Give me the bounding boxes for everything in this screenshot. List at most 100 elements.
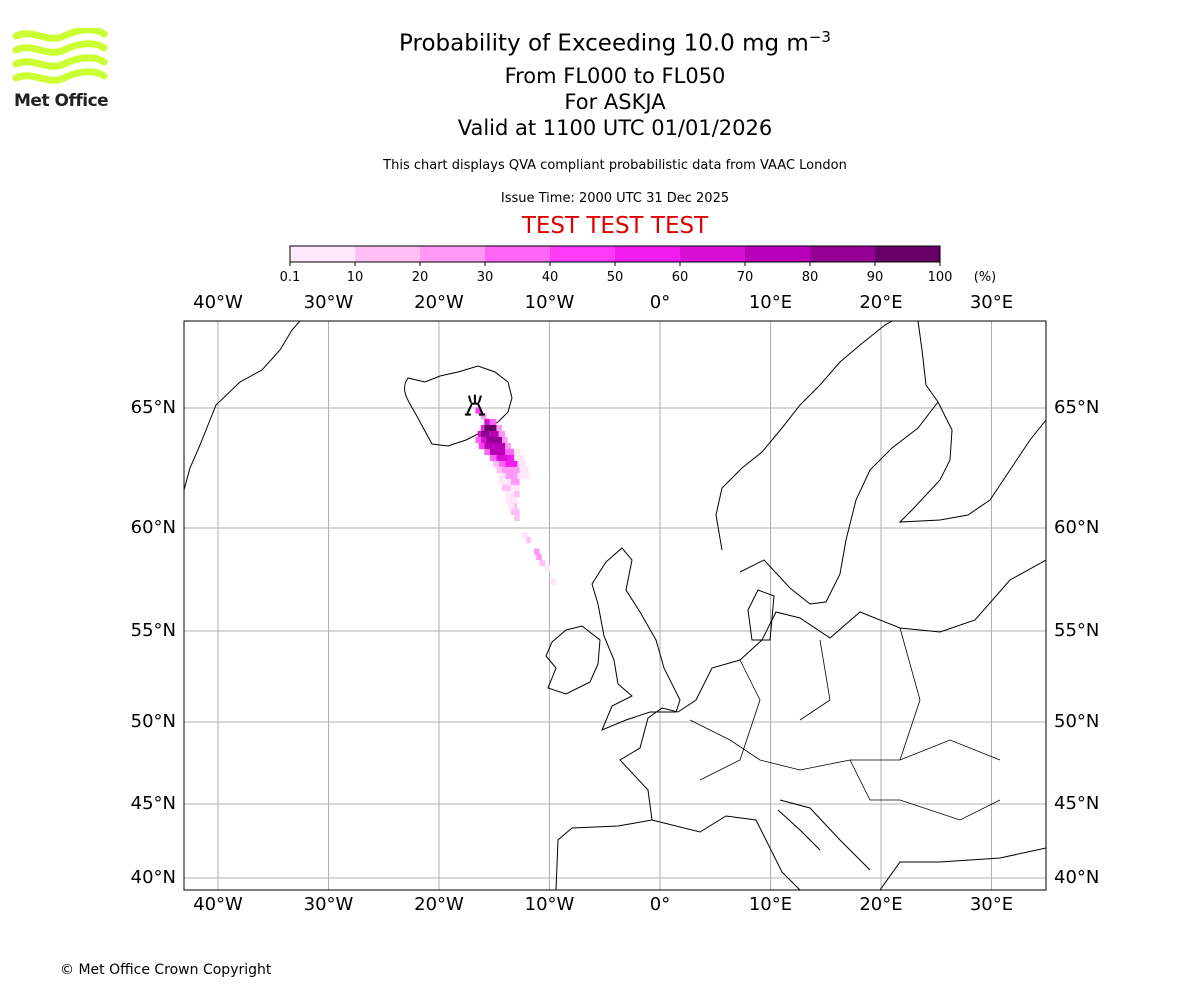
adriatic-coast <box>777 799 871 871</box>
plume-cell <box>505 496 518 504</box>
plume-cell <box>498 472 506 480</box>
axis-tick-label: 45°N <box>130 793 176 814</box>
axis-tick-label: 10°W <box>524 894 575 915</box>
europe-coast <box>555 559 1046 890</box>
plume-cell <box>505 448 515 456</box>
colorbar-tick-label: 40 <box>541 270 559 285</box>
plume-cell <box>496 466 502 474</box>
plume-cell <box>517 460 527 468</box>
plume-cell <box>486 436 502 444</box>
colorbar-tick-label: 50 <box>606 270 624 285</box>
plume-cell <box>505 460 518 468</box>
logo-wave <box>12 54 108 70</box>
axis-tick-label: 50°N <box>1054 711 1100 732</box>
axis-tick-label: 60°N <box>130 517 176 538</box>
plume-cell <box>501 466 515 474</box>
colorbar-segment <box>420 246 486 262</box>
plume-cell <box>478 442 485 450</box>
plume-cell <box>493 460 499 468</box>
chart-title: Probability of Exceeding 10.0 mg m−3 <box>0 28 1200 57</box>
axis-tick-label: 30°W <box>303 894 354 915</box>
axis-tick-label: 30°W <box>303 292 354 313</box>
axis-tick-label: 40°W <box>193 894 243 915</box>
axis-tick-label: 10°E <box>748 292 793 313</box>
colorbar-segment <box>745 246 811 262</box>
plume-cell <box>514 490 520 498</box>
colorbar-tick-label: 0.1 <box>279 270 301 285</box>
ash-probability-plume <box>475 407 557 585</box>
axis-tick-label: 65°N <box>1054 397 1100 418</box>
plume-cell <box>475 407 481 414</box>
colorbar-segment <box>355 246 421 262</box>
colorbar-tick-label: 80 <box>801 270 819 285</box>
axis-tick-label: 40°N <box>130 867 176 888</box>
met-office-logo-text: Met Office <box>14 91 109 111</box>
denmark-coast <box>747 589 775 641</box>
plume-cell <box>475 436 481 444</box>
volcano-name: For ASKJA <box>564 90 666 114</box>
plume-cell <box>514 448 520 456</box>
plume-cell <box>480 430 490 438</box>
issue-time: Issue Time: 2000 UTC 31 Dec 2025 <box>500 191 730 206</box>
plume-cell <box>507 454 515 462</box>
plume-cell <box>493 442 506 450</box>
plume-cell <box>526 536 531 544</box>
axis-tick-label: 40°N <box>1054 867 1100 888</box>
axis-tick-label: 10°E <box>748 894 793 915</box>
plume-cell <box>480 424 485 432</box>
colorbar-tick-label: 100 <box>927 270 953 285</box>
colorbar-segment <box>485 246 551 262</box>
plume-cell <box>505 442 511 450</box>
axis-tick-label: 45°N <box>1054 793 1100 814</box>
plume-cell <box>496 454 508 462</box>
plume-cell <box>514 514 520 522</box>
plume-cell <box>498 460 506 468</box>
finland-coast <box>898 401 1046 523</box>
colorbar-tick-label: 70 <box>736 270 754 285</box>
plume-cell <box>501 484 511 492</box>
axis-tick-label: 40°W <box>193 292 243 313</box>
axis-tick-label: 30°E <box>969 894 1014 915</box>
plume-cell <box>484 442 494 450</box>
chart-subtitle: This chart displays QVA compliant probab… <box>383 158 847 173</box>
plume-cell <box>484 448 490 456</box>
colorbar-segment <box>550 246 616 262</box>
plume-cell <box>480 436 487 444</box>
plume-cell <box>517 472 530 480</box>
colorbar-segment <box>290 246 356 262</box>
plume-cell <box>545 565 551 572</box>
colorbar-segment <box>680 246 746 262</box>
colorbar-tick-label: 90 <box>866 270 884 285</box>
coastlines <box>184 321 1046 890</box>
flight-level-range: From FL000 to FL050 <box>504 64 726 88</box>
axis-tick-label: 20°E <box>859 894 903 915</box>
plume-cell <box>510 484 520 492</box>
plume-cell <box>514 502 518 510</box>
colorbar-tick-label: 60 <box>671 270 689 285</box>
plume-cell <box>536 553 542 561</box>
plume-cell <box>498 478 511 486</box>
valid-time: Valid at 1100 UTC 01/01/2026 <box>457 116 773 140</box>
plume-cell <box>550 578 557 585</box>
plume-cell <box>519 466 529 474</box>
axis-tick-label: 0° <box>649 292 671 313</box>
chart-title-text: Probability of Exceeding 10.0 mg m <box>399 30 809 57</box>
ireland-coast <box>545 625 601 695</box>
colorbar-segment <box>875 246 941 262</box>
plume-cell <box>510 508 520 516</box>
chart-title-units-exponent: −3 <box>808 28 831 46</box>
plume-cell <box>507 502 515 510</box>
plume-cell <box>521 532 528 539</box>
plume-cell <box>505 472 518 480</box>
plume-cell <box>534 548 540 555</box>
great-britain-coast <box>591 547 681 731</box>
met-office-logo-icon <box>12 28 108 84</box>
axis-tick-label: 55°N <box>130 620 176 641</box>
colorbar-tick-label: 30 <box>476 270 494 285</box>
colorbar-segment <box>615 246 681 262</box>
axis-tick-label: 50°N <box>130 711 176 732</box>
logo-wave <box>12 28 108 42</box>
plume-cell <box>477 430 481 438</box>
plume-cell <box>480 412 487 420</box>
